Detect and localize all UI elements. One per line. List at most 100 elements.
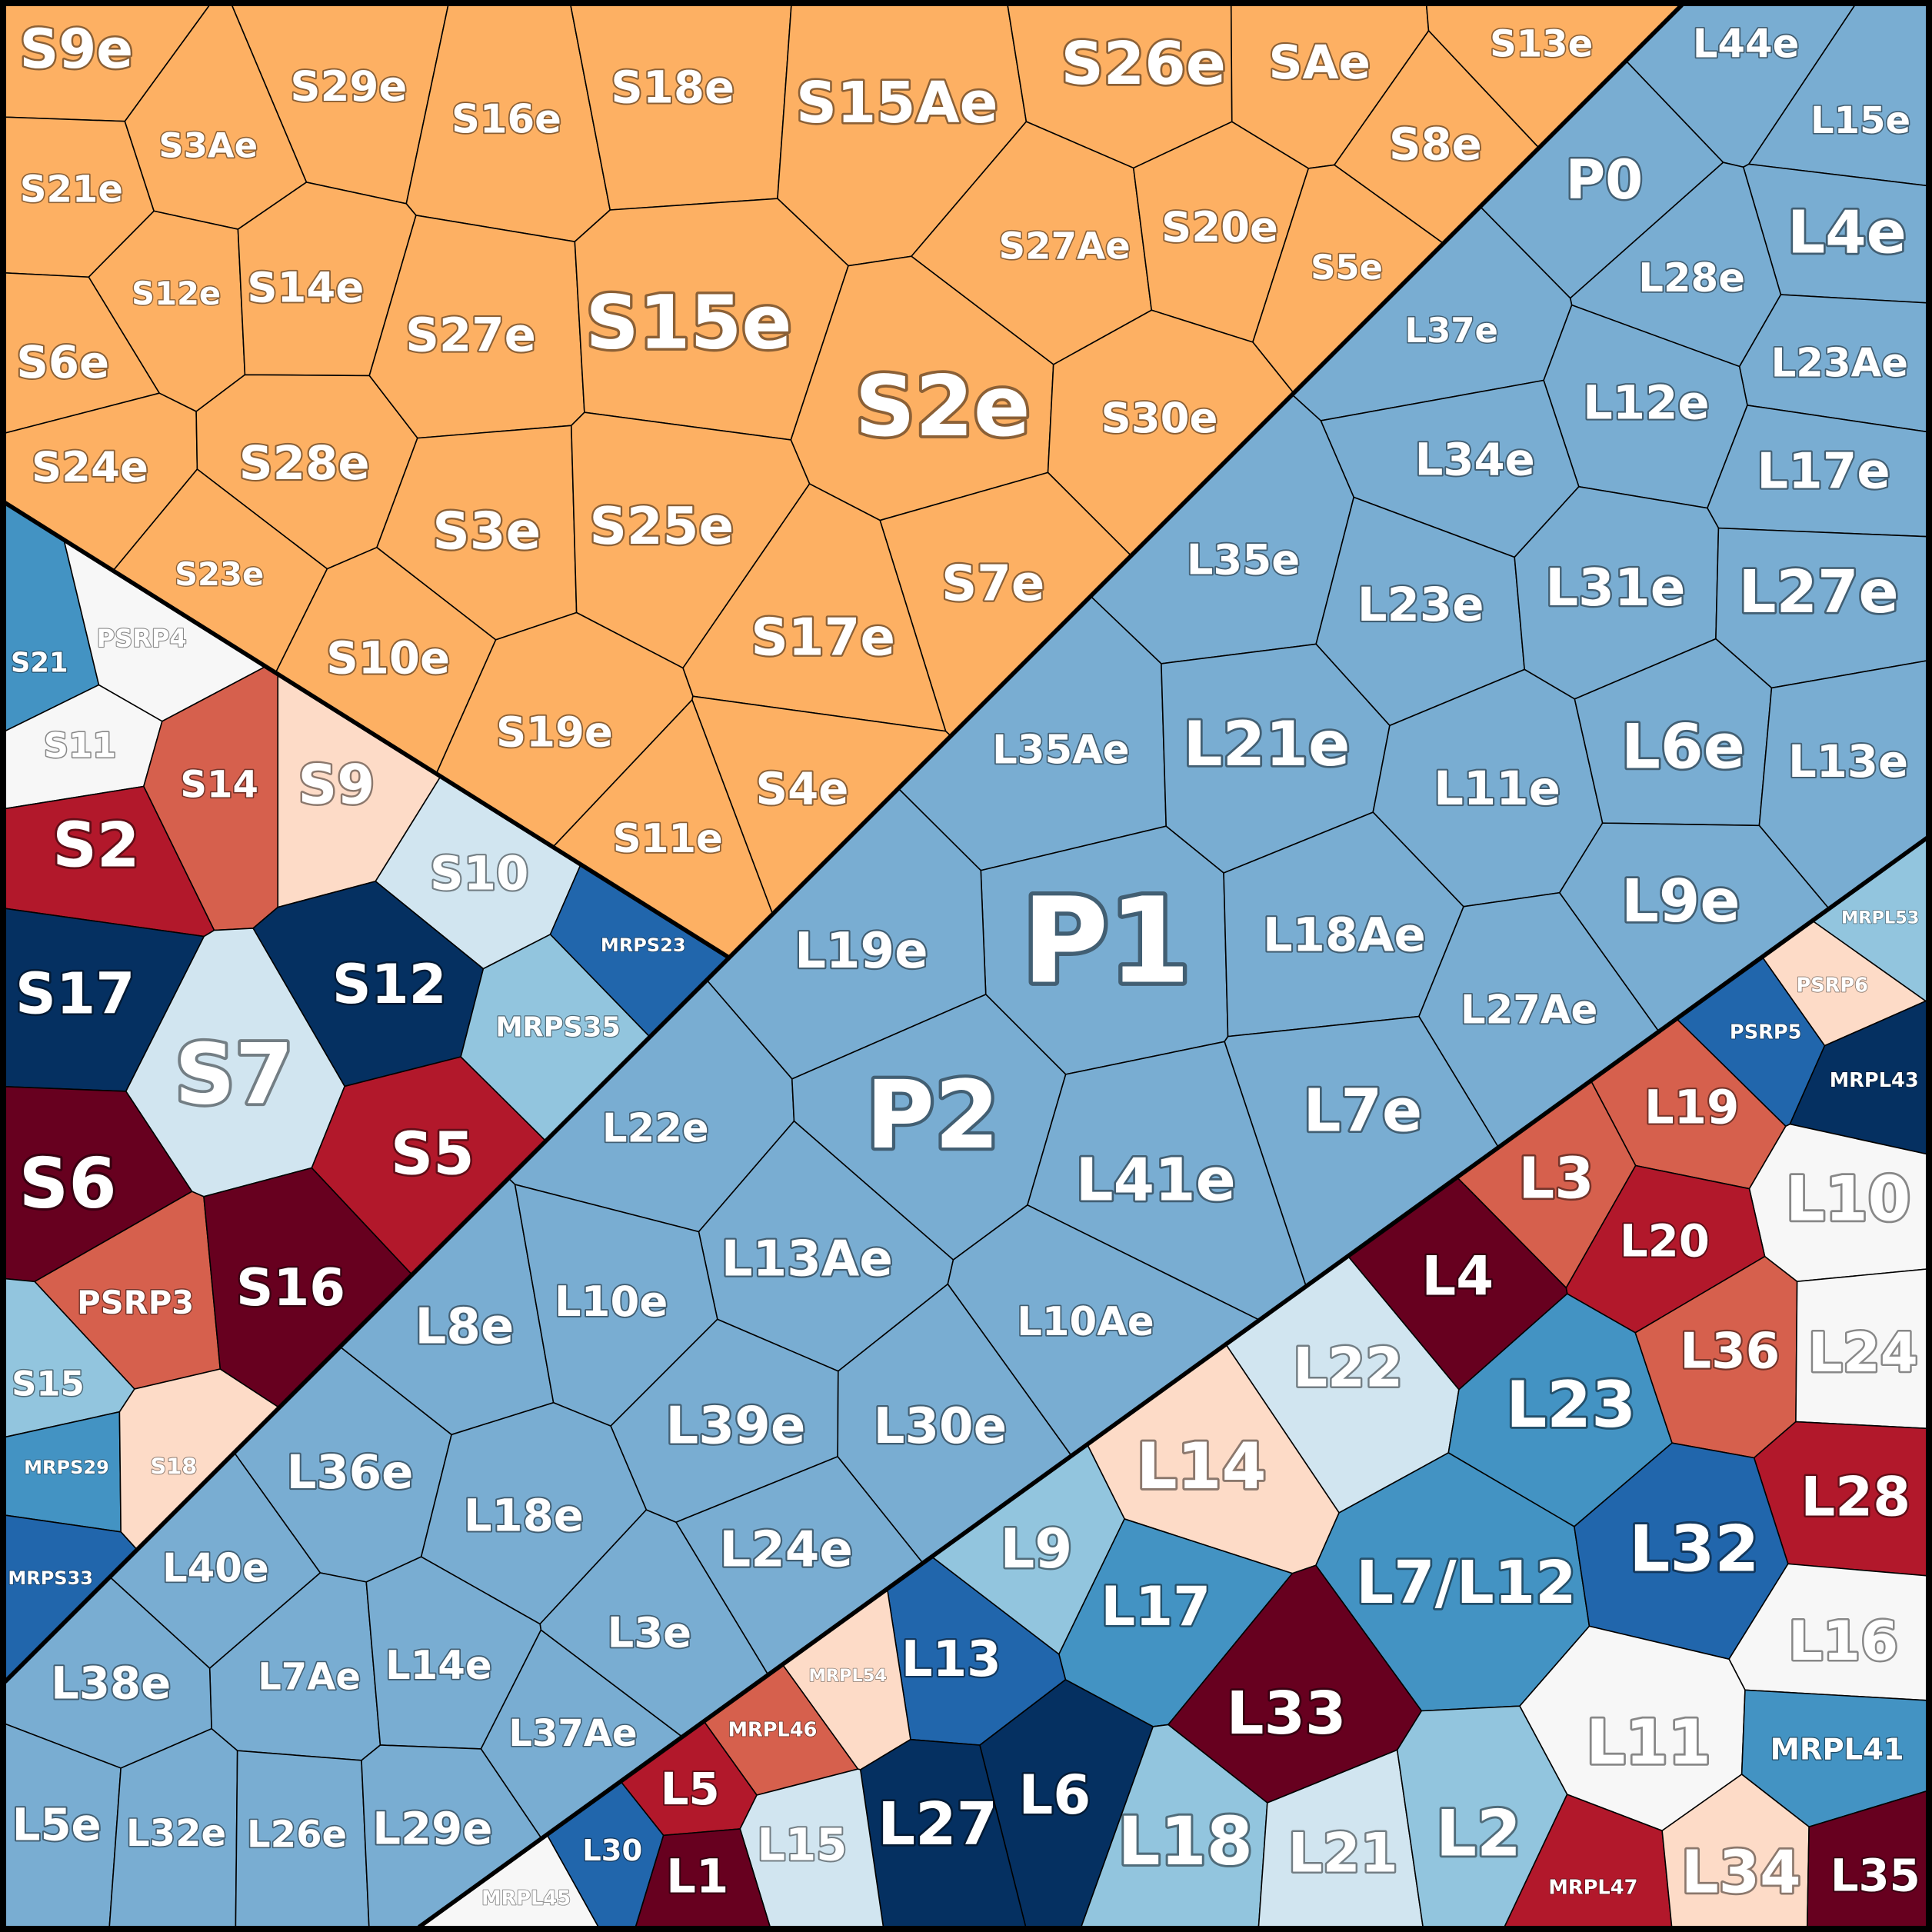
cell-label: S15Ae: [796, 71, 998, 136]
cell-label: S15: [12, 1364, 85, 1404]
region-border: [3, 501, 732, 961]
cell-label: L24: [1808, 1321, 1918, 1384]
cell-label: MRPS23: [601, 934, 686, 956]
cell-label: S24e: [32, 442, 148, 491]
cell-label: L10: [1786, 1163, 1911, 1234]
cell-label: PSRP5: [1730, 1021, 1802, 1044]
cell-label: MRPL41: [1770, 1732, 1904, 1767]
cell-label: L27: [878, 1790, 998, 1859]
cell-label: S2: [52, 810, 139, 881]
cell-label: S3e: [432, 501, 541, 561]
cell-label: L20: [1620, 1214, 1710, 1267]
cell-label: S12e: [132, 275, 221, 312]
cell-label: MRPL53: [1841, 908, 1919, 928]
cell-label: L33: [1227, 1680, 1347, 1748]
cell-label: L1: [666, 1849, 728, 1904]
cell-label: S6e: [16, 336, 109, 388]
cell-label: S5e: [1311, 247, 1383, 288]
cell-label: L27Ae: [1461, 988, 1597, 1034]
cell-label: L4e: [1787, 198, 1907, 267]
labels: S9e S29e S16e S18e S15Ae S26e SAe S13e S21e S3Ae S…: [7, 16, 1921, 1911]
cell-label: L22e: [602, 1105, 709, 1151]
cell-label: S19e: [496, 708, 613, 757]
cell-label: L24e: [719, 1521, 852, 1578]
cell-label: L39e: [665, 1396, 805, 1456]
cell-label: L11: [1586, 1707, 1711, 1778]
cell-label: P2: [866, 1061, 1000, 1170]
cell-label: S17: [15, 961, 135, 1027]
cell-label: L13Ae: [721, 1231, 893, 1287]
cell-label: L18Ae: [1263, 908, 1426, 962]
cell-label: S30e: [1101, 393, 1218, 442]
cell-label: L26e: [247, 1813, 347, 1856]
cell-label: S9: [298, 754, 375, 817]
cell-label: L19e: [794, 923, 928, 980]
cell-label: L10e: [555, 1277, 668, 1326]
cell-label: L9: [1000, 1517, 1072, 1581]
cell-label: P0: [1566, 148, 1644, 212]
cell-label: L18e: [464, 1490, 584, 1542]
cell-label: S18e: [611, 62, 734, 114]
cell-label: PSRP4: [97, 624, 187, 653]
cell-label: L32e: [126, 1812, 226, 1855]
cell-label: L17: [1101, 1575, 1211, 1638]
cell-label: S28e: [239, 436, 370, 491]
cell-label: S5: [391, 1121, 475, 1189]
cell-label: L7/L12: [1356, 1549, 1577, 1617]
cell-label: S14: [180, 764, 258, 807]
cell-label: S16e: [451, 96, 561, 142]
cell-label: L27e: [1739, 558, 1899, 627]
cell-label: L11e: [1434, 761, 1561, 816]
cell-label: MRPL46: [728, 1718, 817, 1741]
cell-label: L41e: [1076, 1146, 1236, 1214]
cell-label: L34e: [1415, 434, 1535, 486]
cell-label: L8e: [415, 1298, 515, 1355]
cell-label: L34: [1681, 1839, 1801, 1907]
cell-label: L40e: [162, 1545, 269, 1591]
cell-label: L13: [901, 1631, 1001, 1688]
cell-label: S15e: [585, 280, 791, 366]
cell-label: MRPL47: [1548, 1876, 1637, 1899]
cell-label: S25e: [589, 496, 734, 556]
cell-label: S7: [175, 1025, 293, 1123]
cell-label: L23e: [1357, 578, 1484, 632]
cells: [4, 4, 1928, 1928]
cell-label: L17e: [1757, 444, 1890, 501]
cell-label: L7Ae: [258, 1655, 361, 1698]
cell-label: S11: [44, 725, 117, 766]
cell-label: L30: [582, 1834, 642, 1868]
cell-label: S27Ae: [999, 225, 1131, 268]
cell-label: L23Ae: [1771, 341, 1908, 387]
cell-label: L16: [1788, 1610, 1898, 1673]
cell-label: L13e: [1788, 735, 1908, 788]
cell-label: L28e: [1638, 255, 1745, 301]
cell-label: S3Ae: [158, 125, 258, 166]
cell-label: MRPL45: [481, 1887, 571, 1910]
cell-label: L21e: [1183, 708, 1350, 780]
cell-label: L5: [661, 1763, 720, 1815]
cell-label: L19: [1644, 1081, 1739, 1135]
cell-label: L28: [1800, 1465, 1910, 1528]
cell-label: S27e: [405, 308, 536, 362]
cell-label: L29e: [372, 1802, 492, 1854]
cell-label: L6e: [1621, 711, 1745, 782]
cell-label: MRPS35: [496, 1012, 621, 1044]
cell-label: S21: [11, 647, 68, 678]
cell-label: L14: [1136, 1429, 1266, 1504]
cell-label: PSRP6: [1796, 974, 1868, 998]
cell-label: L21: [1288, 1821, 1398, 1884]
cell-label: L23: [1506, 1367, 1636, 1442]
region-border: [418, 836, 1929, 1929]
cell-label: S8e: [1389, 118, 1482, 170]
cell-label: S10e: [326, 631, 450, 684]
cell-label: S7e: [941, 555, 1044, 612]
cell-label: SAe: [1269, 35, 1371, 90]
cell-label: L44e: [1693, 22, 1800, 68]
cell-label: L15e: [1810, 99, 1910, 142]
cell-label: L30e: [874, 1398, 1007, 1455]
cell-label: MRPS33: [8, 1567, 93, 1589]
cell-label: L3e: [608, 1608, 692, 1657]
cell-label: L35e: [1187, 535, 1300, 584]
